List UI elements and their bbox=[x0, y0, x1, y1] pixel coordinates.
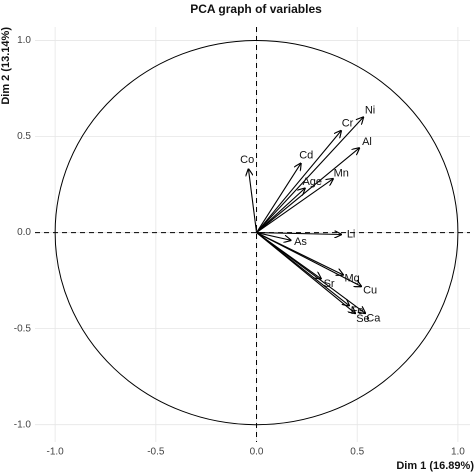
variable-arrow bbox=[256, 163, 301, 233]
variable-label: Co bbox=[240, 154, 254, 166]
y-tick-label: -1.0 bbox=[14, 419, 32, 430]
x-tick-label: 0.0 bbox=[250, 447, 264, 458]
variable-label: Li bbox=[347, 229, 356, 241]
y-tick-label: 1.0 bbox=[17, 35, 31, 46]
y-tick-label: -0.5 bbox=[14, 323, 32, 334]
x-tick-label: -0.5 bbox=[147, 447, 165, 458]
variable-arrow bbox=[256, 232, 366, 314]
variable-arrow bbox=[256, 233, 342, 235]
correlation-circle bbox=[54, 39, 459, 426]
variable-arrow bbox=[248, 169, 258, 233]
variable-label: Cr bbox=[342, 118, 354, 130]
variable-arrow bbox=[256, 117, 364, 233]
variable-label: Cd bbox=[299, 150, 313, 162]
variable-arrow bbox=[256, 232, 291, 241]
variable-arrow bbox=[256, 188, 305, 233]
variable-label: Age bbox=[302, 176, 322, 188]
variable-label: Mn bbox=[334, 168, 349, 180]
variable-arrow bbox=[256, 148, 360, 234]
x-tick-label: 0.5 bbox=[350, 447, 364, 458]
variable-arrow bbox=[256, 131, 342, 233]
y-tick-label: 0.5 bbox=[17, 131, 31, 142]
variable-label: Se bbox=[356, 313, 369, 325]
variable-label: As bbox=[294, 236, 307, 248]
x-axis-title: Dim 1 (16.89%) bbox=[396, 460, 474, 472]
variable-arrow bbox=[256, 232, 362, 287]
y-tick-label: 0.0 bbox=[17, 227, 31, 238]
y-axis-title: Dim 2 (13.14%) bbox=[0, 27, 12, 105]
variable-arrow bbox=[256, 179, 334, 234]
variable-label: Ca bbox=[366, 313, 381, 325]
x-tick-label: 1.0 bbox=[451, 447, 465, 458]
chart-title: PCA graph of variables bbox=[190, 2, 322, 16]
variable-label: Al bbox=[362, 136, 372, 148]
variable-label: Cu bbox=[363, 284, 377, 296]
variable-label: Sr bbox=[324, 278, 335, 290]
x-tick-label: -1.0 bbox=[47, 447, 65, 458]
variable-label: Ni bbox=[365, 105, 375, 117]
variable-arrow bbox=[256, 232, 356, 314]
